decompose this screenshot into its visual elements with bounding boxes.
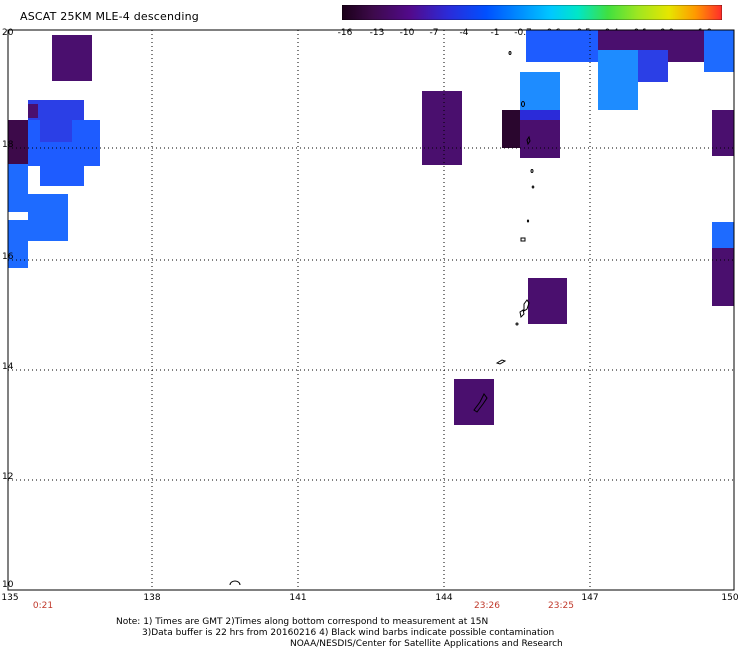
map [7,29,735,591]
time-label: 23:26 [474,601,500,611]
x-tick-label: 135 [1,593,19,603]
wind-cell [712,110,734,156]
colorbar [342,5,722,20]
wind-cell [520,120,560,158]
time-label: 0:21 [32,601,54,611]
y-tick-label: 10 [2,580,14,590]
y-tick-label: 12 [2,472,14,482]
island-outlines [229,51,535,586]
map-frame [7,29,735,591]
colorbar-tick: -10 [399,28,415,38]
note-line: 3)Data buffer is 22 hrs from 20160216 4)… [142,628,555,638]
wind-cell [704,30,734,72]
y-tick-label: 20 [2,28,14,38]
wind-cell [520,110,560,120]
wind-cell [598,50,638,110]
x-tick-label: 147 [581,593,599,603]
y-tick-label: 18 [2,140,14,150]
wind-cell [520,72,560,112]
wind-cells [8,30,734,425]
colorbar-tick: -16 [337,28,353,38]
wind-cell [40,166,84,186]
colorbar-tick: -4 [459,28,469,38]
wind-cell [422,91,462,165]
wind-cell [28,194,68,241]
wind-cell [40,120,72,142]
grid-lines [8,30,734,590]
wind-cell [8,220,28,268]
wind-cell [528,278,567,324]
wind-cell [8,164,28,212]
colorbar-tick: -1 [490,28,500,38]
colorbar-tick: -7 [429,28,439,38]
x-tick-label: 150 [721,593,739,603]
x-tick-label: 141 [289,593,307,603]
wind-cell [52,35,92,81]
colorbar-tick: -0.7 [514,28,532,38]
y-tick-label: 16 [2,252,14,262]
title: ASCAT 25KM MLE-4 descending [20,10,199,23]
wind-cell [28,100,84,120]
wind-cell [8,120,28,164]
x-tick-label: 138 [143,593,161,603]
time-label: 23:25 [548,601,574,611]
x-tick-label: 144 [435,593,453,603]
note-line: Note: 1) Times are GMT 2)Times along bot… [116,617,489,627]
wind-cell [502,110,520,148]
wind-cell [526,30,600,62]
wind-cell [638,50,668,82]
note-line: NOAA/NESDIS/Center for Satellite Applica… [290,639,563,649]
y-tick-label: 14 [2,362,14,372]
wind-cell [712,222,734,248]
wind-cell [28,104,38,118]
wind-cell [712,248,734,306]
wind-cell [454,379,494,425]
colorbar-tick: -13 [369,28,385,38]
